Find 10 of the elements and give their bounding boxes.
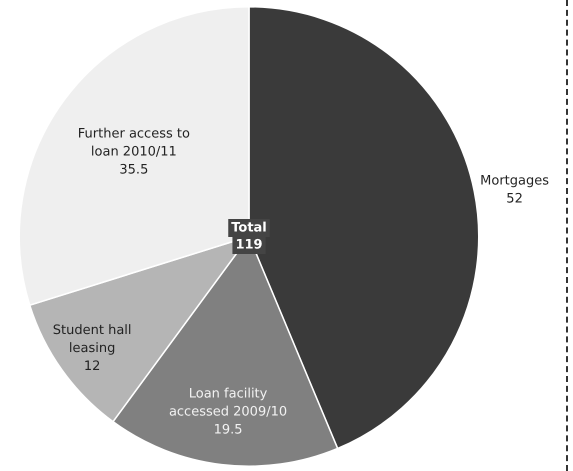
text: 119	[235, 237, 263, 252]
slice-label: Loan facility accessed 2009/10	[168, 386, 288, 420]
slice-label: Mortgages	[480, 174, 550, 188]
slice-label: Student hall leasing	[52, 322, 132, 356]
data-label: 35.5	[119, 162, 148, 178]
slice-label: Further access to loan 2010/11	[78, 126, 190, 160]
data-label: 52	[506, 192, 523, 206]
data-label: 12	[84, 358, 100, 374]
data-label: 19.5	[214, 422, 243, 438]
text: Total	[231, 220, 267, 236]
